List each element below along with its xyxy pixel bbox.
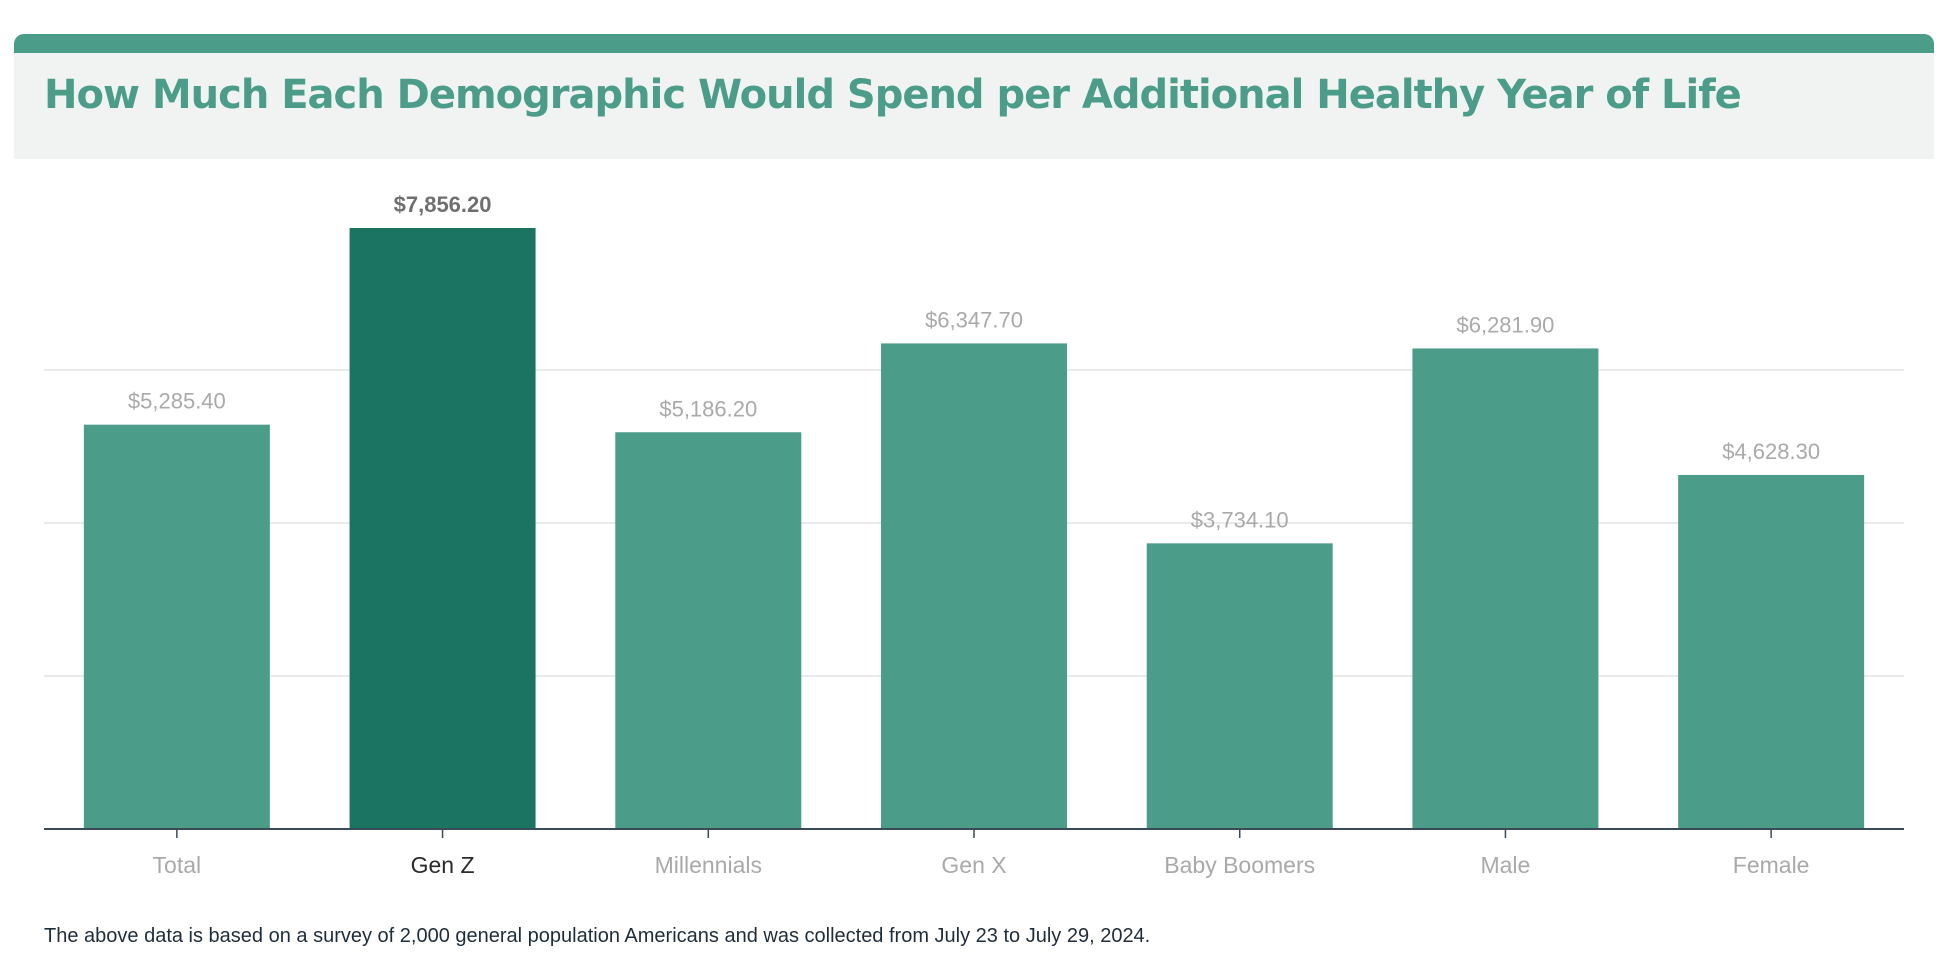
footnote: The above data is based on a survey of 2… (44, 925, 1151, 947)
title-banner: How Much Each Demographic Would Spend pe… (14, 34, 1934, 159)
bar-gen-z (349, 228, 536, 829)
bar-male (1412, 348, 1599, 829)
value-label: $3,734.10 (1191, 507, 1289, 532)
bar-total (83, 424, 270, 829)
category-label: Total (153, 852, 202, 878)
bar-millennials (615, 432, 802, 829)
value-label: $4,628.30 (1722, 439, 1820, 464)
bar-gen-x (881, 343, 1067, 829)
bars (83, 228, 1865, 829)
title-accent-bar (14, 34, 1934, 53)
value-label: $5,186.20 (659, 396, 757, 421)
value-label: $6,281.90 (1456, 312, 1554, 337)
category-label: Male (1480, 852, 1530, 878)
bar-female (1678, 474, 1865, 829)
value-label: $5,285.40 (128, 389, 226, 414)
chart-title: How Much Each Demographic Would Spend pe… (44, 72, 1742, 118)
bar-chart: $5,285.40 $7,856.20 $5,186.20 $6,347.70 $3,7… (44, 192, 1904, 878)
bar-baby-boomers (1146, 543, 1333, 829)
category-label: Gen X (941, 852, 1006, 878)
value-label: $6,347.70 (925, 307, 1023, 332)
category-labels: Total Gen Z Millennials Gen X Baby Boomers Ma… (153, 852, 1810, 878)
category-label: Baby Boomers (1164, 852, 1315, 878)
value-labels: $5,285.40 $7,856.20 $5,186.20 $6,347.70 $3,7… (128, 192, 1820, 532)
x-axis (44, 828, 1904, 838)
category-label: Gen Z (411, 852, 475, 878)
category-label: Female (1733, 852, 1810, 878)
value-label: $7,856.20 (394, 192, 492, 217)
category-label: Millennials (655, 852, 762, 878)
